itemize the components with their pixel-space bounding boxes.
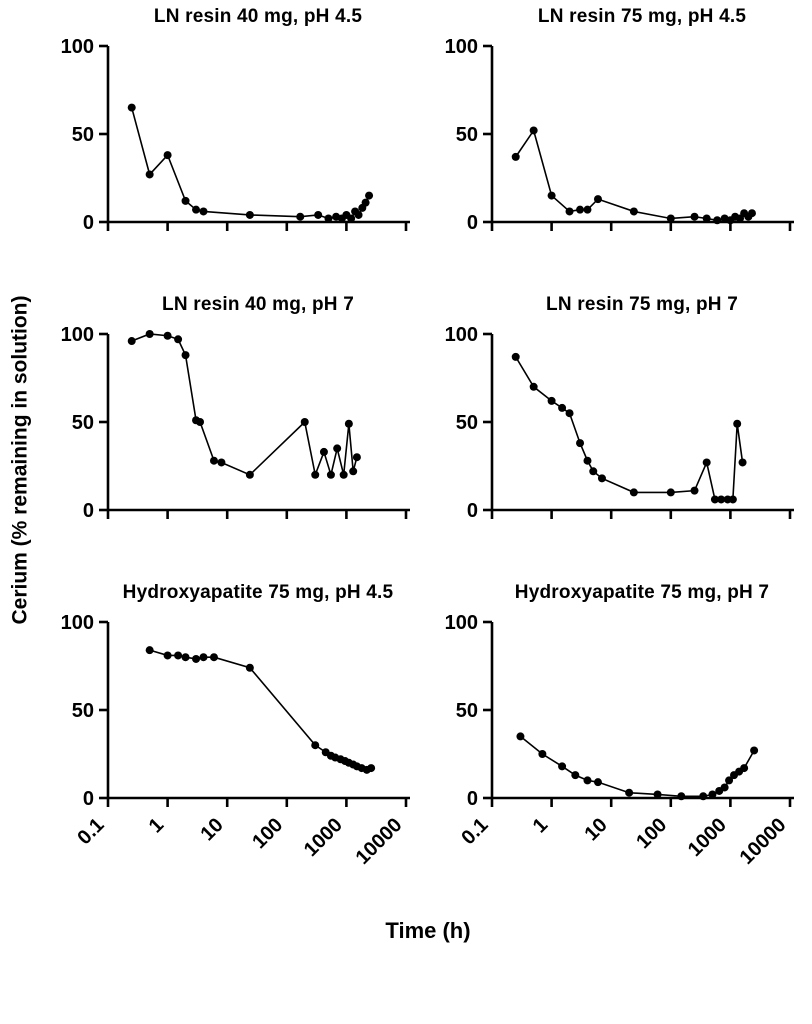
chart-ln-75mg-ph7: 0 50 100 <box>445 324 794 522</box>
svg-text:0: 0 <box>467 212 478 234</box>
svg-text:0: 0 <box>83 788 94 810</box>
panel-title: Hydroxyapatite 75 mg, pH 4.5 <box>122 582 394 603</box>
svg-text:1: 1 <box>529 814 552 837</box>
svg-text:1000: 1000 <box>300 814 347 861</box>
svg-text:100: 100 <box>61 612 94 634</box>
svg-text:1: 1 <box>145 814 168 837</box>
panel-ln-40mg-ph45: LN resin 40 mg, pH 4.5 0 50 100 <box>44 6 428 238</box>
panel-hydroxyapatite-ph7: Hydroxyapatite 75 mg, pH 7 0.1 1 10 100 1000… <box>428 582 812 906</box>
chart-hydroxyapatite-ph45: 0.1 1 10 100 1000 10000 0 50 100 <box>61 612 410 869</box>
panel-title: LN resin 40 mg, pH 4.5 <box>153 6 363 27</box>
panel-title: Hydroxyapatite 75 mg, pH 7 <box>514 582 770 603</box>
panel-title: LN resin 75 mg, pH 4.5 <box>537 6 747 27</box>
panel-ln-75mg-ph45: LN resin 75 mg, pH 4.5 0 50 100 <box>428 6 812 238</box>
chart-ln-75mg-ph45: 0 50 100 <box>445 36 794 234</box>
chart-ln-40mg-ph7: 0 50 100 <box>61 324 410 522</box>
svg-text:50: 50 <box>456 412 478 434</box>
panel-hydroxyapatite-ph45: Hydroxyapatite 75 mg, pH 4.5 0.1 1 10 100 10… <box>44 582 428 906</box>
svg-text:100: 100 <box>445 36 478 58</box>
svg-text:50: 50 <box>72 124 94 146</box>
svg-text:10: 10 <box>580 814 611 845</box>
panel-title: LN resin 40 mg, pH 7 <box>162 294 354 315</box>
svg-text:100: 100 <box>248 814 287 853</box>
svg-text:0.1: 0.1 <box>73 814 108 849</box>
svg-text:100: 100 <box>445 324 478 346</box>
svg-text:10: 10 <box>196 814 227 845</box>
svg-text:1000: 1000 <box>684 814 731 861</box>
x-axis-label: Time (h) <box>385 918 471 943</box>
y-axis-label-container: Cerium (% remaining in solution) <box>0 10 42 910</box>
chart-hydroxyapatite-ph7: 0.1 1 10 100 1000 10000 0 50 100 <box>445 612 794 869</box>
panel-ln-40mg-ph7: LN resin 40 mg, pH 7 0 50 100 <box>44 294 428 526</box>
svg-text:50: 50 <box>456 700 478 722</box>
y-axis-label: Cerium (% remaining in solution) <box>9 295 32 625</box>
svg-text:10000: 10000 <box>736 814 791 869</box>
svg-text:100: 100 <box>61 36 94 58</box>
svg-text:50: 50 <box>72 412 94 434</box>
figure: Cerium (% remaining in solution) LN resi… <box>0 6 812 943</box>
svg-text:0: 0 <box>467 500 478 522</box>
svg-text:0: 0 <box>83 500 94 522</box>
svg-text:0: 0 <box>83 212 94 234</box>
svg-text:0.1: 0.1 <box>457 814 492 849</box>
svg-text:100: 100 <box>445 612 478 634</box>
svg-text:100: 100 <box>61 324 94 346</box>
svg-text:50: 50 <box>456 124 478 146</box>
svg-text:50: 50 <box>72 700 94 722</box>
svg-text:0: 0 <box>467 788 478 810</box>
panel-ln-75mg-ph7: LN resin 75 mg, pH 7 0 50 100 <box>428 294 812 526</box>
panel-grid: LN resin 40 mg, pH 4.5 0 50 100 LN resin 7… <box>44 6 812 906</box>
panel-title: LN resin 75 mg, pH 7 <box>546 294 738 315</box>
svg-text:10000: 10000 <box>352 814 407 869</box>
chart-ln-40mg-ph45: 0 50 100 <box>61 36 410 234</box>
svg-text:100: 100 <box>632 814 671 853</box>
